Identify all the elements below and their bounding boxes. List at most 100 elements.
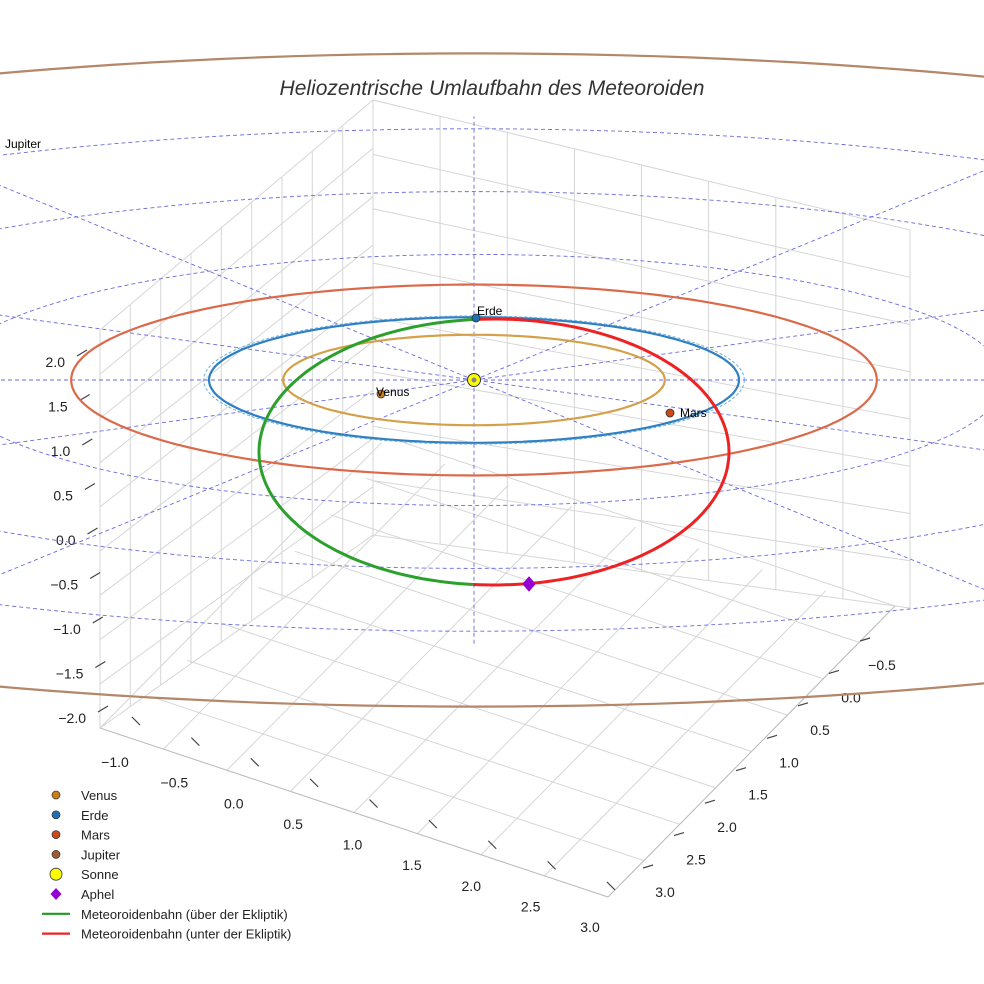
- planet-jupiter-label: Jupiter: [5, 137, 41, 151]
- grid-line: [99, 341, 374, 552]
- y-tick-label: −0.5: [868, 657, 896, 673]
- reference-ray: [0, 170, 984, 576]
- grid-line: [372, 208, 911, 325]
- orbit-venus: [282, 333, 666, 427]
- grid-line: [353, 526, 636, 813]
- grid-line: [294, 550, 788, 716]
- chart-title: Heliozentrische Umlaufbahn des Meteoroid…: [280, 77, 705, 100]
- legend-dot-sonne: [49, 867, 63, 881]
- meteoroid-path-above: [257, 318, 475, 586]
- z-tick-mark: [76, 349, 88, 357]
- x-tick-mark: [547, 860, 557, 870]
- planet-markers: Venus Erde Mars Jupiter: [5, 137, 707, 592]
- planet-erde-marker: [471, 313, 481, 323]
- grid-line: [99, 534, 374, 729]
- grid-line: [372, 371, 911, 467]
- z-tick-label: 0.0: [56, 532, 76, 548]
- legend-label: Erde: [81, 808, 108, 823]
- y-tick-mark: [704, 799, 716, 804]
- z-tick-label: 1.0: [51, 443, 71, 459]
- grid-line: [258, 587, 752, 752]
- z-tick-label: −2.0: [58, 710, 86, 726]
- meteoroid-path-below: [472, 317, 731, 587]
- grid-line: [226, 484, 509, 771]
- y-tick-mark: [766, 734, 778, 739]
- z-tick-mark: [79, 393, 90, 402]
- x-tick-label: 0.5: [283, 816, 303, 832]
- planet-venus-label: Venus: [376, 385, 409, 399]
- planet-venus-marker: [376, 389, 386, 399]
- y-tick-label: 1.5: [748, 787, 768, 803]
- grid-line: [99, 437, 374, 641]
- grid-line: [99, 486, 374, 685]
- grid-line: [402, 441, 896, 607]
- grid-line: [372, 153, 911, 278]
- orbit-erde: [207, 316, 741, 444]
- y-tick-mark: [828, 669, 840, 675]
- grid-line: [372, 534, 911, 609]
- z-tick-label: 1.5: [48, 399, 68, 415]
- y-tick-label: 0.0: [841, 689, 861, 705]
- reference-circle: [0, 253, 984, 507]
- legend-dot-jupiter: [51, 850, 61, 859]
- legend-diamond-aphel: [50, 888, 62, 900]
- y-axis-line: [607, 605, 896, 898]
- z-tick-label: 2.0: [46, 354, 66, 370]
- y-tick-mark: [642, 864, 654, 869]
- z-tick-mark: [84, 482, 96, 491]
- orbit-mars: [70, 283, 878, 477]
- grid-line: [372, 262, 911, 373]
- grid-line: [544, 590, 827, 877]
- x-tick-label: 2.0: [462, 878, 482, 894]
- y-tick-mark: [797, 702, 809, 707]
- x-tick-mark: [606, 881, 616, 891]
- x-tick-mark: [428, 819, 438, 829]
- grid-line: [99, 196, 374, 419]
- legend-dot-venus: [51, 790, 61, 800]
- legend-dot-erde: [51, 810, 61, 820]
- x-tick-mark: [250, 757, 260, 767]
- legend-dot-mars: [51, 830, 61, 839]
- y-tick-label: 1.0: [779, 754, 799, 770]
- z-tick-label: 0.5: [53, 488, 73, 504]
- axis-ticks: −1.0 −0.5 0.0 0.5 1.0 1.5 2.0 2.5 3.0 −0.5 0.0 0.5 1…: [46, 349, 896, 935]
- grid-line: [99, 389, 374, 596]
- grid-line: [290, 505, 573, 792]
- planet-erde-label: Erde: [477, 304, 503, 318]
- z-tick-mark: [97, 705, 109, 713]
- legend-label: Meteoroidenbahn (über der Ekliptik): [81, 907, 288, 922]
- grid-line: [480, 569, 763, 856]
- y-tick-mark: [735, 767, 747, 772]
- y-tick-mark: [673, 831, 685, 837]
- z-tick-label: −1.0: [53, 621, 81, 637]
- z-tick-mark: [92, 616, 104, 624]
- grid-line: [186, 659, 680, 825]
- grid-line: [99, 99, 374, 331]
- grid-line: [372, 99, 911, 231]
- grid-line: [372, 480, 911, 562]
- z-tick-label: −0.5: [50, 577, 78, 593]
- grid-line: [99, 244, 374, 464]
- x-tick-label: 3.0: [580, 919, 600, 935]
- grid-line: [99, 442, 382, 729]
- x-tick-label: 1.0: [343, 837, 363, 853]
- x-tick-label: 1.5: [402, 857, 422, 873]
- y-tick-label: 0.5: [810, 722, 830, 738]
- x-tick-mark: [369, 799, 378, 808]
- planet-orbits: [0, 52, 984, 708]
- legend-label: Sonne: [81, 867, 119, 882]
- orbit-erde-inner: [203, 315, 745, 445]
- x-tick-mark: [487, 840, 497, 850]
- z-tick-mark: [95, 660, 106, 669]
- y-tick-label: 2.0: [717, 819, 737, 835]
- y-tick-mark: [859, 637, 871, 642]
- planet-mars-marker: [665, 408, 675, 418]
- z-tick-mark: [81, 438, 93, 446]
- grid-line: [330, 514, 824, 680]
- z-tick-mark: [87, 527, 98, 535]
- legend-label: Mars: [81, 828, 110, 843]
- y-tick-label: 2.5: [686, 852, 706, 868]
- x-tick-mark: [309, 778, 319, 788]
- sun-core: [471, 377, 477, 383]
